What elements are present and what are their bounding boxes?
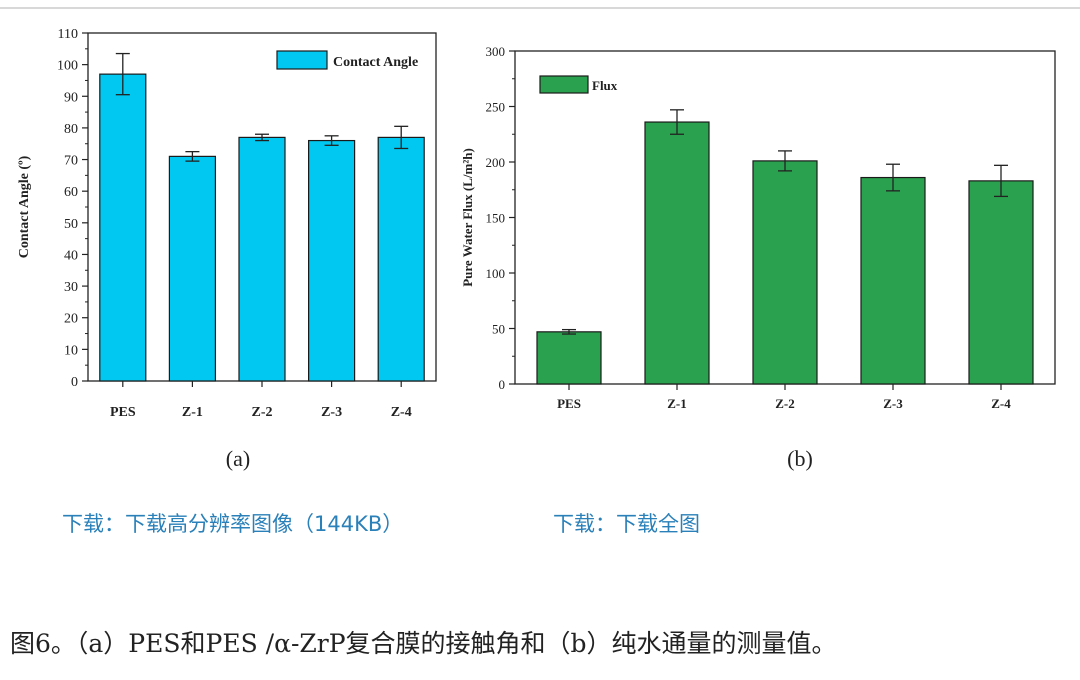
legend-swatch: [276, 50, 328, 70]
panel-label: (b): [787, 446, 813, 471]
y-tick-label: 100: [486, 266, 506, 281]
bar-pes: [99, 73, 147, 382]
x-tick-label: Z-2: [775, 396, 795, 411]
y-tick-label: 110: [58, 27, 78, 42]
y-tick-label: 40: [64, 248, 78, 263]
y-tick-label: 60: [64, 185, 78, 200]
bar-z-3: [860, 176, 926, 385]
bar-z-4: [968, 180, 1034, 385]
y-tick-label: 30: [64, 280, 78, 295]
y-tick-label: 20: [64, 312, 78, 327]
y-tick-label: 0: [499, 377, 506, 392]
y-tick-label: 80: [64, 122, 78, 137]
y-tick-label: 50: [492, 322, 505, 337]
download-full-link[interactable]: 下载：下载全图: [553, 512, 700, 536]
x-tick-label: Z-4: [991, 396, 1011, 411]
figure-charts: 0 10 20 30 40 50 60 70 80 90 100 110 PES Z-1 Z-2 Z-3 Z-4…: [17, 27, 1056, 471]
y-tick-label: 90: [64, 90, 78, 105]
y-tick-label: 200: [486, 155, 506, 170]
x-tick-label: Z-1: [667, 396, 687, 411]
y-tick-label: 0: [71, 375, 78, 390]
y-tick-label: 300: [486, 44, 506, 59]
download-hires-link-wrap: 下载：下载高分辨率图像（144KB）: [62, 508, 403, 538]
x-tick-label: Z-3: [321, 405, 342, 420]
x-tick-label: Z-1: [182, 405, 203, 420]
x-tick-label: PES: [110, 405, 136, 420]
legend-swatch: [539, 75, 589, 94]
download-hires-link[interactable]: 下载：下载高分辨率图像（144KB）: [62, 512, 404, 536]
bar-z-1: [644, 121, 710, 385]
bar-pes: [536, 331, 602, 385]
bar-z-2: [238, 136, 286, 382]
y-tick-label: 150: [486, 211, 506, 226]
top-divider: [0, 7, 1080, 9]
y-tick-label: 10: [64, 343, 78, 358]
download-full-link-wrap: 下载：下载全图: [553, 508, 700, 538]
y-tick-label: 50: [64, 217, 78, 232]
panel-label: (a): [226, 446, 250, 471]
bar-z-2: [752, 160, 818, 385]
bar-z-1: [168, 155, 216, 382]
y-tick-label: 100: [57, 59, 78, 74]
chart-panel-a: 0 10 20 30 40 50 60 70 80 90 100 110 PES Z-1 Z-2 Z-3 Z-4…: [17, 27, 437, 471]
x-tick-label: Z-4: [391, 405, 412, 420]
x-tick-label: PES: [557, 396, 581, 411]
figure-caption: 图6。（a）PES和PES /α-ZrP复合膜的接触角和（b）纯水通量的测量值。: [10, 629, 837, 658]
x-tick-label: Z-2: [252, 405, 273, 420]
x-tick-label: Z-3: [883, 396, 903, 411]
chart-panel-b: 0 50 100 150 200 250 300 PES Z-1 Z-2 Z-3 Z-4 Pure Wa…: [460, 44, 1056, 471]
bar-z-3: [308, 139, 356, 382]
y-axis-label: Contact Angle (º): [17, 155, 32, 258]
y-tick-label: 250: [486, 100, 506, 115]
y-axis-label: Pure Water Flux (L/m²h): [460, 148, 475, 287]
legend-label: Flux: [592, 78, 618, 93]
legend-label: Contact Angle: [333, 55, 418, 70]
y-tick-label: 70: [64, 154, 78, 169]
bar-z-4: [377, 136, 425, 382]
